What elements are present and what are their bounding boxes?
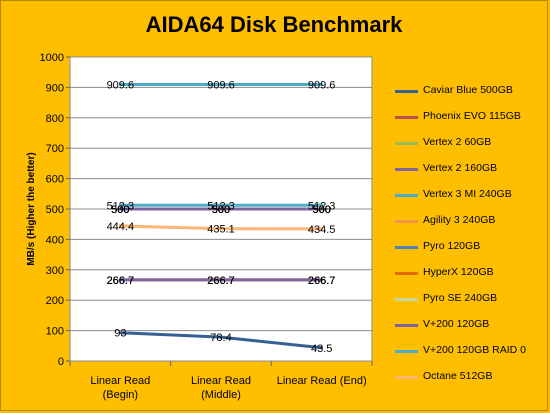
legend-swatch — [395, 324, 418, 327]
legend-swatch — [395, 168, 418, 171]
data-label: 500 — [212, 204, 230, 216]
y-tick-label: 0 — [58, 356, 64, 368]
data-label: 500 — [111, 204, 129, 216]
legend-swatch — [395, 272, 418, 275]
data-label: 266.7 — [308, 275, 336, 287]
legend-swatch — [395, 220, 418, 223]
legend: Caviar Blue 500GB Phoenix EVO 115GB Vertex… — [393, 84, 548, 396]
y-tick-label: 400 — [46, 234, 64, 246]
data-label: 909.6 — [207, 79, 235, 91]
legend-swatch — [395, 246, 418, 249]
legend-swatch — [395, 194, 418, 197]
data-label: 266.7 — [308, 275, 336, 287]
data-label: 500 — [312, 204, 330, 216]
data-label: 512.3 — [207, 200, 235, 212]
data-label: 78.4 — [210, 332, 231, 344]
data-label: 500 — [312, 204, 330, 216]
legend-swatch — [395, 90, 418, 93]
legend-label: Octane 512GB — [423, 370, 493, 382]
data-label: 512.3 — [107, 200, 135, 212]
data-label: 500 — [111, 204, 129, 216]
legend-swatch — [395, 376, 418, 379]
data-label: 909.6 — [308, 79, 336, 91]
legend-item: Pyro 120GB — [393, 240, 548, 266]
data-label: 434.5 — [308, 224, 336, 236]
data-label: 512.3 — [308, 200, 336, 212]
legend-item: Vertex 2 160GB — [393, 162, 548, 188]
y-tick-label: 1000 — [40, 52, 64, 64]
legend-label: Vertex 2 60GB — [423, 136, 492, 148]
legend-label: Caviar Blue 500GB — [423, 84, 513, 96]
legend-item: Pyro SE 240GB — [393, 292, 548, 318]
x-tick-label: Linear Read (End) — [277, 375, 367, 387]
legend-label: Vertex 3 MI 240GB — [423, 188, 512, 200]
series-line — [118, 224, 324, 231]
data-label: 909.6 — [107, 79, 135, 91]
data-label: 500 — [212, 204, 230, 216]
data-label: 435.1 — [207, 224, 235, 236]
legend-label: Agility 3 240GB — [423, 214, 496, 226]
legend-item: Vertex 2 60GB — [393, 136, 548, 162]
x-tick-label: (Middle) — [201, 389, 241, 401]
data-label: 266.7 — [107, 275, 135, 287]
y-tick-label: 100 — [46, 326, 64, 338]
data-label: 266.7 — [107, 275, 135, 287]
y-tick-label: 300 — [46, 265, 64, 277]
data-label: 444.4 — [107, 221, 135, 233]
data-label: 500 — [111, 204, 129, 216]
y-tick-label: 900 — [46, 82, 64, 94]
x-tick-label: Linear Read — [191, 375, 251, 387]
data-label: 500 — [111, 204, 129, 216]
legend-item: Agility 3 240GB — [393, 214, 548, 240]
legend-swatch — [395, 298, 418, 301]
legend-label: V+200 120GB — [423, 318, 490, 330]
legend-item: Caviar Blue 500GB — [393, 84, 548, 110]
data-label: 500 — [212, 204, 230, 216]
y-axis-label: MB/s (Higher the better) — [26, 152, 37, 265]
legend-label: Pyro SE 240GB — [423, 292, 498, 304]
legend-item: V+200 120GB RAID 0 — [393, 344, 548, 370]
legend-item: HyperX 120GB — [393, 266, 548, 292]
data-label: 266.7 — [207, 275, 235, 287]
y-tick-label: 800 — [46, 113, 64, 125]
data-label: 43.5 — [311, 343, 332, 355]
data-label: 500 — [111, 204, 129, 216]
data-label: 500 — [212, 204, 230, 216]
legend-item: Vertex 3 MI 240GB — [393, 188, 548, 214]
y-tick-label: 200 — [46, 295, 64, 307]
data-label: 266.7 — [207, 275, 235, 287]
legend-swatch — [395, 142, 418, 145]
data-label: 93 — [114, 328, 126, 340]
data-label: 266.7 — [107, 275, 135, 287]
data-label: 500 — [312, 204, 330, 216]
legend-label: HyperX 120GB — [423, 266, 494, 278]
legend-swatch — [395, 350, 418, 353]
y-tick-label: 700 — [46, 143, 64, 155]
legend-item: Octane 512GB — [393, 370, 548, 396]
legend-label: Vertex 2 160GB — [423, 162, 498, 174]
legend-label: Pyro 120GB — [423, 240, 481, 252]
data-label: 500 — [212, 204, 230, 216]
legend-swatch — [395, 116, 418, 119]
legend-label: V+200 120GB RAID 0 — [423, 344, 527, 356]
series-line — [118, 331, 324, 350]
y-tick-label: 600 — [46, 174, 64, 186]
data-label: 500 — [312, 204, 330, 216]
legend-item: Phoenix EVO 115GB — [393, 110, 548, 136]
chart-title: AIDA64 Disk Benchmark — [145, 12, 403, 37]
legend-label: Phoenix EVO 115GB — [423, 110, 521, 122]
x-tick-label: Linear Read — [90, 375, 150, 387]
data-label: 266.7 — [308, 275, 336, 287]
y-tick-label: 500 — [46, 204, 64, 216]
x-tick-label: (Begin) — [103, 389, 138, 401]
data-label: 500 — [312, 204, 330, 216]
data-label: 266.7 — [207, 275, 235, 287]
legend-item: V+200 120GB — [393, 318, 548, 344]
